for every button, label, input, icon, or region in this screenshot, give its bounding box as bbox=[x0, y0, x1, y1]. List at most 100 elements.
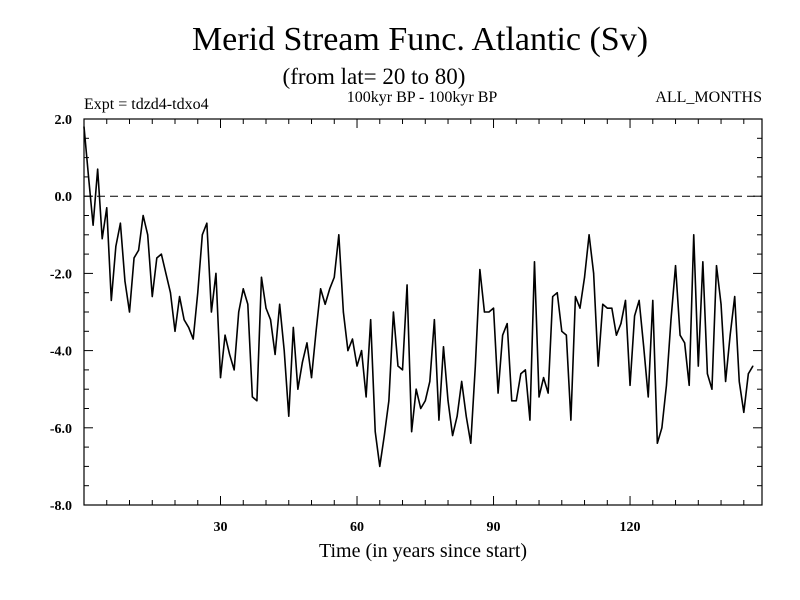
data-point bbox=[556, 292, 558, 294]
data-point bbox=[524, 369, 526, 371]
period-annotation: 100kyr BP - 100kyr BP bbox=[347, 89, 498, 106]
data-point bbox=[633, 315, 636, 317]
data-point bbox=[542, 377, 545, 379]
data-point bbox=[292, 326, 294, 329]
data-point bbox=[210, 311, 213, 313]
data-point bbox=[470, 442, 472, 444]
data-point bbox=[561, 330, 563, 332]
data-point bbox=[624, 299, 627, 302]
data-point bbox=[274, 353, 276, 356]
data-point bbox=[593, 272, 595, 274]
x-tick-label: 120 bbox=[620, 520, 641, 535]
data-point bbox=[269, 319, 272, 321]
plot-frame bbox=[83, 118, 763, 506]
data-point bbox=[424, 400, 426, 402]
data-point bbox=[365, 396, 367, 398]
tick-labels: 2.0 0.0 -2.0 -4.0 -6.0 -8.0 30 60 90 120 bbox=[50, 113, 641, 535]
data-point bbox=[178, 295, 181, 298]
data-point bbox=[606, 307, 608, 309]
data-point bbox=[138, 249, 140, 251]
data-point bbox=[197, 292, 199, 294]
data-point bbox=[602, 303, 604, 305]
x-axis-label: Time (in years since start) bbox=[319, 540, 527, 562]
data-point bbox=[702, 261, 704, 263]
data-point bbox=[674, 265, 677, 267]
data-point bbox=[260, 276, 263, 278]
data-point bbox=[288, 415, 290, 417]
data-point bbox=[570, 419, 572, 421]
data-point bbox=[538, 396, 540, 398]
data-point bbox=[433, 319, 435, 321]
data-point bbox=[420, 407, 422, 410]
data-point bbox=[306, 342, 308, 344]
data-point bbox=[124, 280, 126, 282]
data-point bbox=[374, 431, 376, 433]
y-tick-label: -6.0 bbox=[50, 422, 72, 437]
data-point bbox=[201, 234, 203, 236]
data-point bbox=[356, 365, 358, 367]
data-point bbox=[652, 299, 654, 302]
data-point bbox=[347, 350, 349, 352]
data-point bbox=[620, 322, 622, 325]
data-point bbox=[151, 295, 153, 298]
data-point bbox=[547, 392, 549, 394]
data-point bbox=[734, 295, 736, 298]
data-point bbox=[442, 346, 445, 348]
data-point bbox=[415, 388, 417, 390]
data-point bbox=[520, 373, 522, 375]
data-point bbox=[679, 334, 681, 336]
data-point bbox=[479, 268, 481, 271]
data-point bbox=[456, 415, 458, 417]
data-point bbox=[315, 330, 317, 332]
series-points bbox=[83, 126, 754, 467]
data-point bbox=[174, 330, 176, 332]
data-point bbox=[165, 272, 167, 274]
data-point bbox=[474, 365, 476, 367]
data-point bbox=[115, 245, 117, 247]
data-point bbox=[747, 373, 749, 375]
data-point bbox=[629, 384, 631, 386]
data-point bbox=[110, 299, 112, 302]
data-point bbox=[310, 377, 313, 379]
data-point bbox=[429, 380, 431, 383]
data-point bbox=[615, 334, 617, 336]
data-point bbox=[101, 238, 103, 240]
data-point bbox=[219, 377, 222, 379]
series-line bbox=[83, 126, 754, 468]
y-tick-label: 0.0 bbox=[55, 190, 73, 205]
data-point bbox=[579, 307, 581, 309]
data-point bbox=[242, 288, 244, 290]
data-point bbox=[342, 311, 344, 313]
data-point bbox=[160, 253, 162, 255]
data-point bbox=[706, 373, 709, 375]
data-point bbox=[142, 214, 144, 217]
data-point bbox=[324, 303, 326, 305]
data-point bbox=[338, 234, 340, 236]
data-point bbox=[515, 400, 517, 402]
data-point bbox=[279, 303, 281, 305]
data-point bbox=[511, 400, 513, 402]
data-point bbox=[483, 311, 486, 313]
data-point bbox=[206, 222, 208, 224]
data-point bbox=[128, 311, 131, 313]
data-point bbox=[92, 224, 94, 226]
data-point bbox=[411, 431, 413, 433]
data-point bbox=[397, 365, 399, 367]
data-point bbox=[329, 288, 331, 290]
data-point bbox=[465, 415, 467, 417]
data-point bbox=[752, 365, 754, 367]
data-point bbox=[238, 311, 240, 313]
data-point bbox=[251, 396, 253, 398]
data-point bbox=[729, 334, 731, 336]
data-point bbox=[297, 388, 299, 390]
data-point bbox=[383, 434, 385, 437]
data-point bbox=[224, 334, 226, 336]
data-point bbox=[406, 284, 408, 286]
data-point bbox=[301, 361, 304, 363]
data-point bbox=[87, 176, 90, 178]
data-point bbox=[188, 326, 190, 329]
data-point bbox=[506, 322, 508, 325]
data-point bbox=[502, 334, 504, 336]
data-point bbox=[492, 307, 495, 309]
